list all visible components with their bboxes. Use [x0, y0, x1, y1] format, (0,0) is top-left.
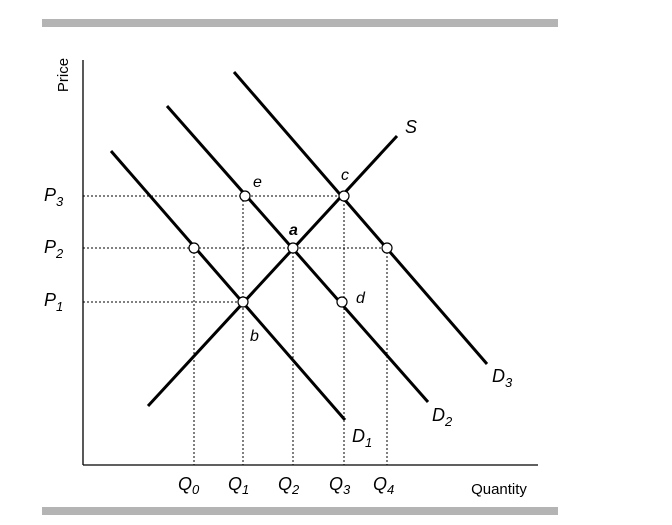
bottom-border-bar	[42, 507, 558, 515]
intersection-markers	[188, 190, 393, 308]
point-marker-e	[239, 190, 251, 202]
quantity-tick-q4: Q4	[373, 474, 394, 497]
demand-curve-d2-label: D2	[432, 405, 453, 429]
supply-curve-label: S	[405, 117, 417, 137]
point-marker-d	[336, 296, 348, 308]
price-tick-p2: P2	[44, 237, 64, 261]
point-label-d: d	[356, 290, 366, 307]
quantity-tick-q1: Q1	[228, 474, 249, 497]
quantity-tick-q2: Q2	[278, 474, 300, 497]
point-marker-c	[338, 190, 350, 202]
point-label-e: e	[253, 174, 262, 191]
supply-curve	[146, 134, 399, 408]
price-guides	[83, 195, 387, 303]
point-marker-a	[287, 242, 299, 254]
point-label-c: c	[341, 167, 349, 184]
quantity-tick-q0: Q0	[178, 474, 200, 497]
demand-curve-d1	[109, 150, 347, 421]
curves	[109, 71, 489, 421]
demand-curve-d3	[232, 71, 489, 365]
point-marker-q4	[381, 242, 393, 254]
top-border-bar	[42, 19, 558, 27]
price-tick-p1: P1	[44, 290, 63, 314]
x-axis-title: Quantity	[471, 481, 527, 498]
demand-curve-d1-label: D1	[352, 426, 372, 450]
point-label-a: a	[289, 222, 298, 239]
point-marker-q0	[188, 242, 200, 254]
point-marker-b	[237, 296, 249, 308]
point-label-b: b	[250, 328, 259, 345]
y-axis-title: Price	[55, 58, 72, 92]
quantity-tick-q3: Q3	[329, 474, 351, 497]
price-tick-p3: P3	[44, 185, 64, 209]
demand-curve-d3-label: D3	[492, 366, 513, 390]
demand-curve-d2	[165, 105, 430, 403]
